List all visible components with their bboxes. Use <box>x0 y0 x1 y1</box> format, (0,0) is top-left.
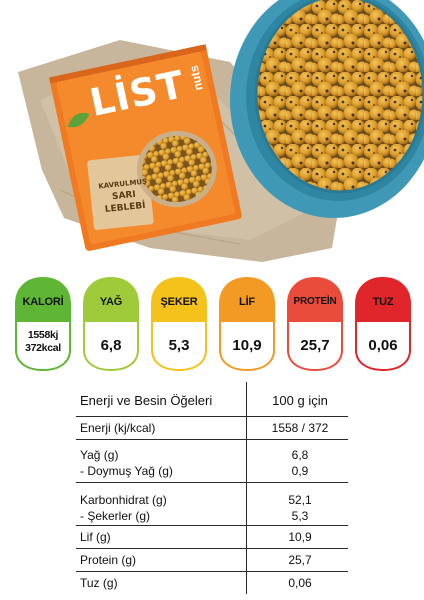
product-illustration <box>18 0 424 262</box>
badge-shape <box>287 276 343 372</box>
table-row: Enerji (kj/kcal) 1558 / 372 <box>76 417 348 440</box>
badge-label: PROTEİN <box>293 296 337 307</box>
badge-value-kcal: 372kcal <box>25 342 61 354</box>
badge-lif: LİF 10,9 <box>218 276 276 372</box>
badge-label: KALORİ <box>22 296 64 308</box>
table-row: Tuz (g) 0,06 <box>76 572 348 594</box>
product-package <box>49 44 242 251</box>
badge-protein: PROTEİN 25,7 <box>286 276 344 372</box>
row-name: Protein (g) <box>80 553 137 567</box>
badge-label: TUZ <box>372 296 394 308</box>
row-name: Karbonhidrat (g) <box>80 493 167 507</box>
badge-value: 25,7 <box>300 337 330 354</box>
badge-value: 0,06 <box>368 337 398 354</box>
row-name: Enerji (kj/kcal) <box>80 421 156 435</box>
header-name: Enerji ve Besin Öğeleri <box>80 393 213 408</box>
row-value: 0,06 <box>288 576 312 590</box>
table-row: Yağ (g) 6,8 - Doymuş Yağ (g) 0,9 <box>76 440 348 483</box>
badge-shape <box>355 276 411 372</box>
row-value: 6,8 <box>291 448 309 462</box>
row-value: 1558 / 372 <box>271 421 329 435</box>
badge-value: 5,3 <box>168 337 190 354</box>
row-name: Lif (g) <box>80 530 111 544</box>
table-row: Karbonhidrat (g) 52,1 - Şekerler (g) 5,3 <box>76 483 348 526</box>
nutrition-badges: KALORİ 1558kj 372kcal YAĞ 6,8 ŞEKER 5,3 … <box>14 276 412 376</box>
table-row: Protein (g) 25,7 <box>76 549 348 572</box>
row-name: Tuz (g) <box>80 576 118 590</box>
badge-label: LİF <box>239 296 255 308</box>
nutrition-table: Enerji ve Besin Öğeleri 100 g için Enerj… <box>76 382 348 594</box>
badge-yag: YAĞ 6,8 <box>82 276 140 372</box>
package-product-name: KAVRULMUŞ SARI LEBLEBİ <box>92 175 155 217</box>
leaf-icon <box>67 112 90 128</box>
badge-label: YAĞ <box>99 296 123 308</box>
brand-sub: nuts <box>186 64 206 92</box>
badge-label: ŞEKER <box>160 296 198 308</box>
row-subname: - Doymuş Yağ (g) <box>80 464 173 478</box>
table-row: Lif (g) 10,9 <box>76 526 348 549</box>
product-photo: LİST nuts KAVRULMUŞ SARI LEBLEBİ <box>0 0 424 272</box>
badge-kalori: KALORİ 1558kj 372kcal <box>14 276 72 372</box>
row-subname: - Şekerler (g) <box>80 509 151 523</box>
chickpeas-in-bowl <box>256 0 424 192</box>
badge-shape <box>15 276 71 372</box>
badge-shape <box>83 276 139 372</box>
header-value: 100 g için <box>272 393 328 408</box>
badge-tuz: TUZ 0,06 <box>354 276 412 372</box>
row-value: 25,7 <box>288 553 312 567</box>
column-divider <box>246 382 247 594</box>
row-name: Yağ (g) <box>80 448 119 462</box>
badge-value-kj: 1558kj <box>27 329 59 341</box>
badge-shape <box>151 276 207 372</box>
row-subvalue: 5,3 <box>291 509 309 523</box>
row-value: 52,1 <box>288 493 312 507</box>
badge-value: 6,8 <box>100 337 122 354</box>
row-subvalue: 0,9 <box>291 464 309 478</box>
badge-shape <box>219 276 275 372</box>
table-header-row: Enerji ve Besin Öğeleri 100 g için <box>76 382 348 417</box>
badge-value: 10,9 <box>232 337 262 354</box>
row-value: 10,9 <box>288 530 312 544</box>
badge-seker: ŞEKER 5,3 <box>150 276 208 372</box>
